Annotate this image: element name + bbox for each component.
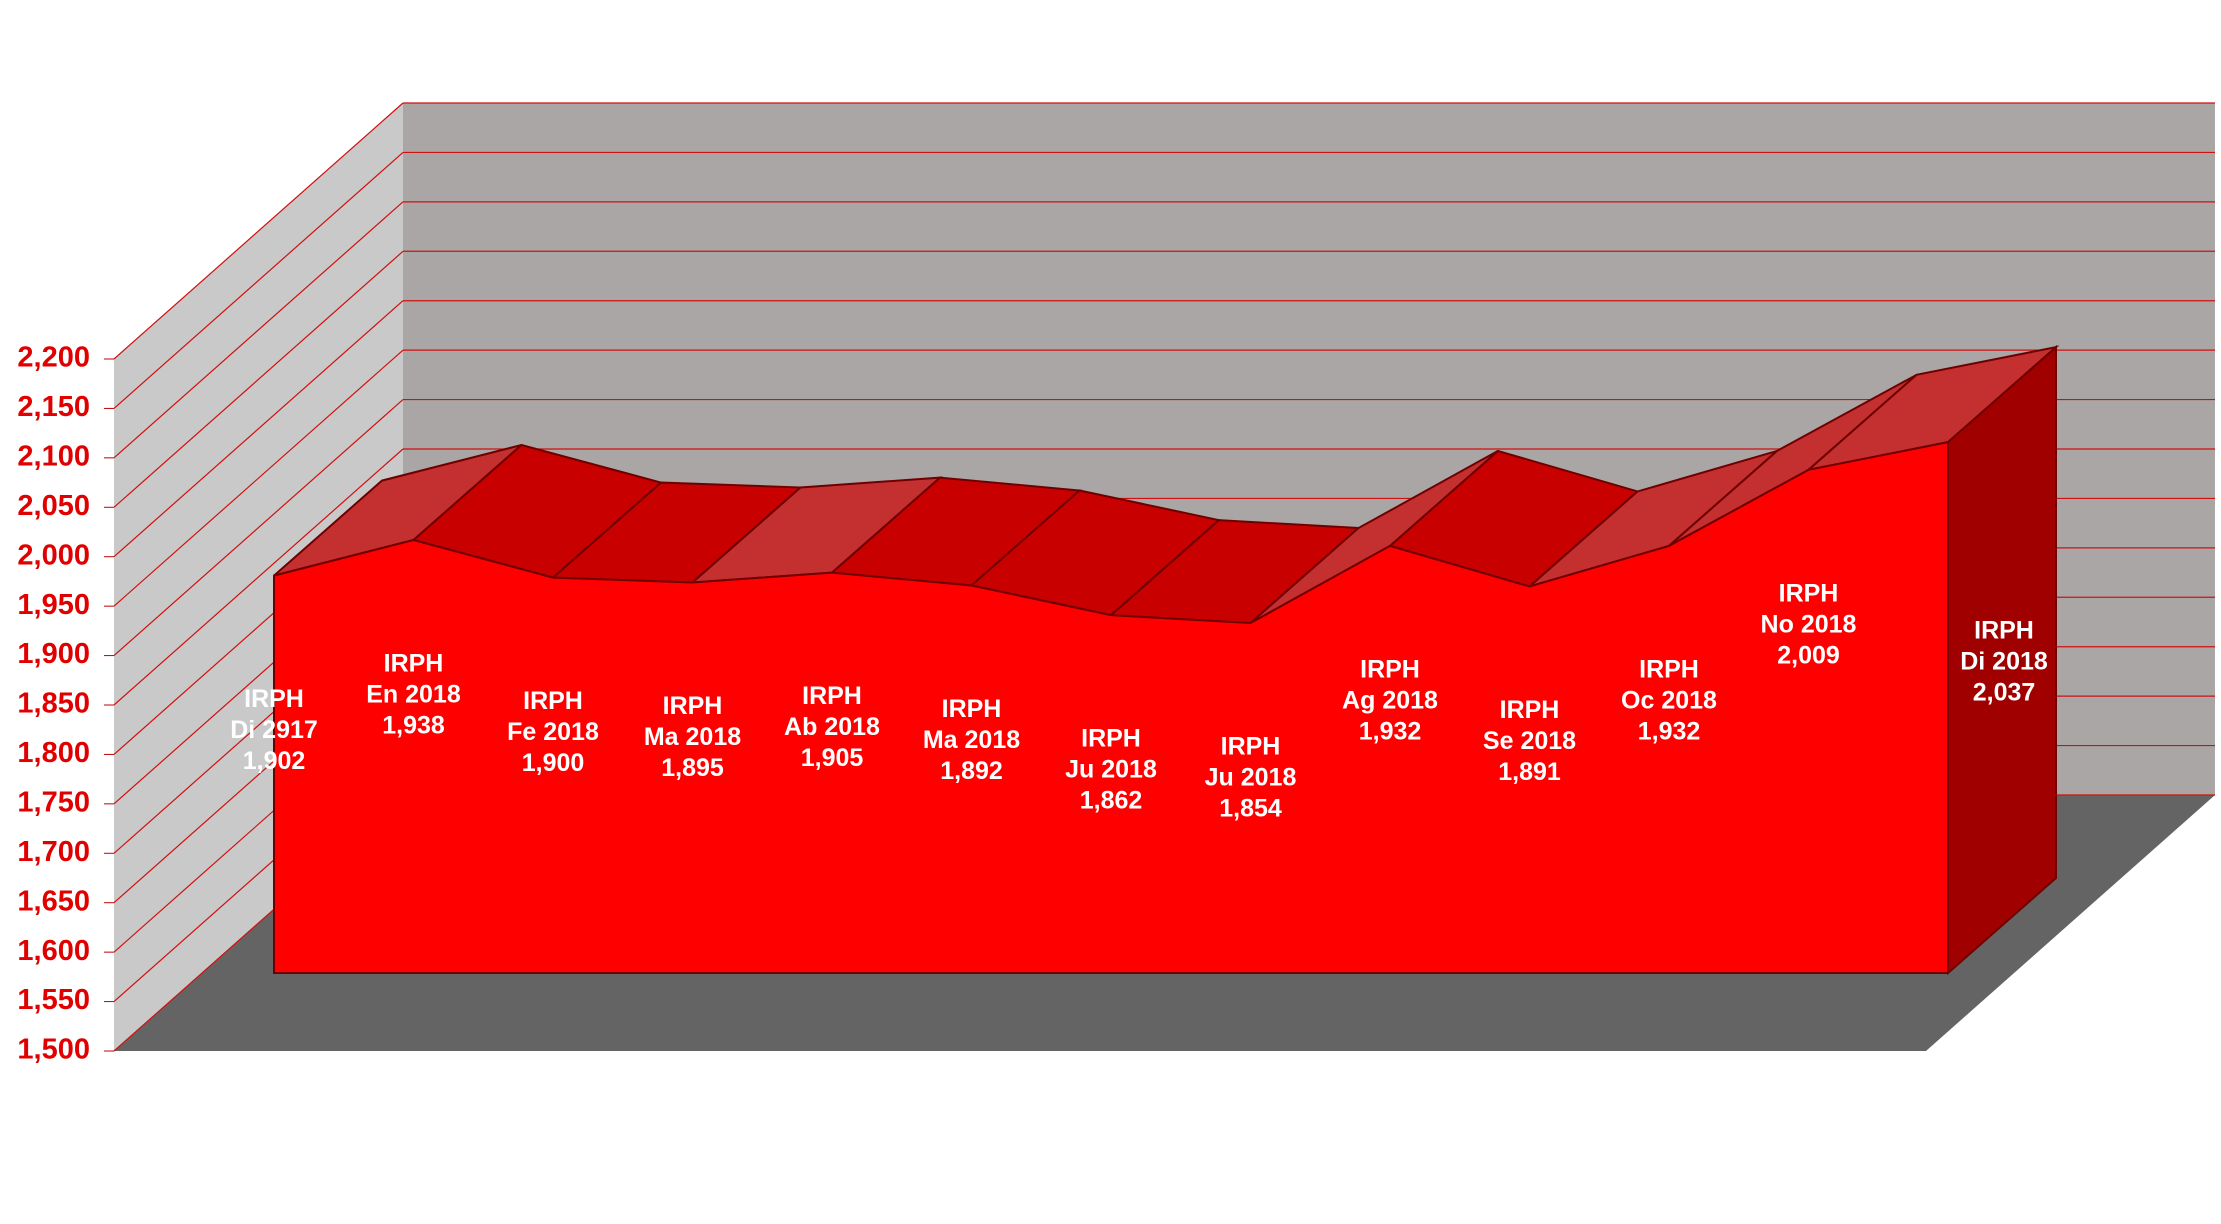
grid-line bbox=[113, 201, 404, 459]
label-category: Di 2917 bbox=[230, 716, 318, 744]
y-tick-label: 1,850 bbox=[17, 688, 90, 720]
label-series: IRPH bbox=[1779, 579, 1839, 607]
grid-line bbox=[113, 399, 404, 657]
data-label: 1,932 bbox=[1638, 718, 1701, 746]
label-series: IRPH bbox=[942, 695, 1002, 723]
data-label: 2,037 bbox=[1973, 679, 2036, 707]
grid-line bbox=[113, 102, 404, 360]
data-label: 1,862 bbox=[1080, 787, 1143, 815]
label-category: Se 2018 bbox=[1483, 727, 1576, 755]
grid-line bbox=[113, 349, 404, 607]
label-category: Ag 2018 bbox=[1342, 687, 1438, 715]
area-front bbox=[273, 440, 1949, 974]
label-series: IRPH bbox=[523, 687, 583, 715]
label-series: IRPH bbox=[1081, 725, 1141, 753]
y-tick-label: 2,000 bbox=[17, 539, 90, 571]
data-label: 1,900 bbox=[522, 749, 585, 777]
grid-line bbox=[113, 300, 404, 558]
label-category: Fe 2018 bbox=[507, 718, 599, 746]
grid-line bbox=[113, 448, 404, 706]
label-category: En 2018 bbox=[366, 681, 461, 709]
y-tick-label: 2,100 bbox=[17, 441, 90, 473]
y-tick-label: 1,750 bbox=[17, 787, 90, 819]
label-series: IRPH bbox=[1221, 733, 1281, 761]
label-category: Ab 2018 bbox=[784, 713, 880, 741]
y-tick-label: 1,600 bbox=[17, 935, 90, 967]
data-label: 1,932 bbox=[1359, 718, 1422, 746]
data-label: 1,854 bbox=[1219, 795, 1282, 823]
grid-line bbox=[113, 250, 404, 508]
label-series: IRPH bbox=[384, 650, 444, 678]
label-category: Di 2018 bbox=[1960, 648, 2048, 676]
y-tick-label: 1,800 bbox=[17, 737, 90, 769]
data-label: 2,009 bbox=[1777, 641, 1840, 669]
y-tick-label: 1,700 bbox=[17, 836, 90, 868]
y-tick-label: 1,950 bbox=[17, 589, 90, 621]
label-category: Ju 2018 bbox=[1205, 764, 1297, 792]
label-category: Ju 2018 bbox=[1065, 756, 1157, 784]
data-label: 1,895 bbox=[661, 754, 724, 782]
data-label: 1,902 bbox=[243, 747, 306, 775]
label-category: Oc 2018 bbox=[1621, 687, 1717, 715]
label-series: IRPH bbox=[1974, 617, 2034, 645]
label-category: No 2018 bbox=[1761, 610, 1857, 638]
y-tick-label: 1,650 bbox=[17, 885, 90, 917]
grid-line bbox=[113, 151, 404, 409]
label-series: IRPH bbox=[244, 685, 304, 713]
y-tick-label: 2,200 bbox=[17, 342, 90, 374]
label-category: Ma 2018 bbox=[923, 726, 1020, 754]
y-tick-label: 1,550 bbox=[17, 984, 90, 1016]
label-series: IRPH bbox=[1360, 656, 1420, 684]
y-tick-label: 2,050 bbox=[17, 490, 90, 522]
y-tick-label: 1,900 bbox=[17, 638, 90, 670]
data-label: 1,938 bbox=[382, 712, 445, 740]
data-label: 1,892 bbox=[940, 757, 1003, 785]
label-series: IRPH bbox=[1500, 696, 1560, 724]
label-category: Ma 2018 bbox=[644, 723, 741, 751]
label-series: IRPH bbox=[1639, 656, 1699, 684]
data-label: 1,891 bbox=[1498, 758, 1561, 786]
y-tick-label: 1,500 bbox=[17, 1034, 90, 1066]
label-series: IRPH bbox=[663, 692, 723, 720]
label-series: IRPH bbox=[802, 682, 862, 710]
data-label: 1,905 bbox=[801, 744, 864, 772]
y-tick-label: 2,150 bbox=[17, 391, 90, 423]
